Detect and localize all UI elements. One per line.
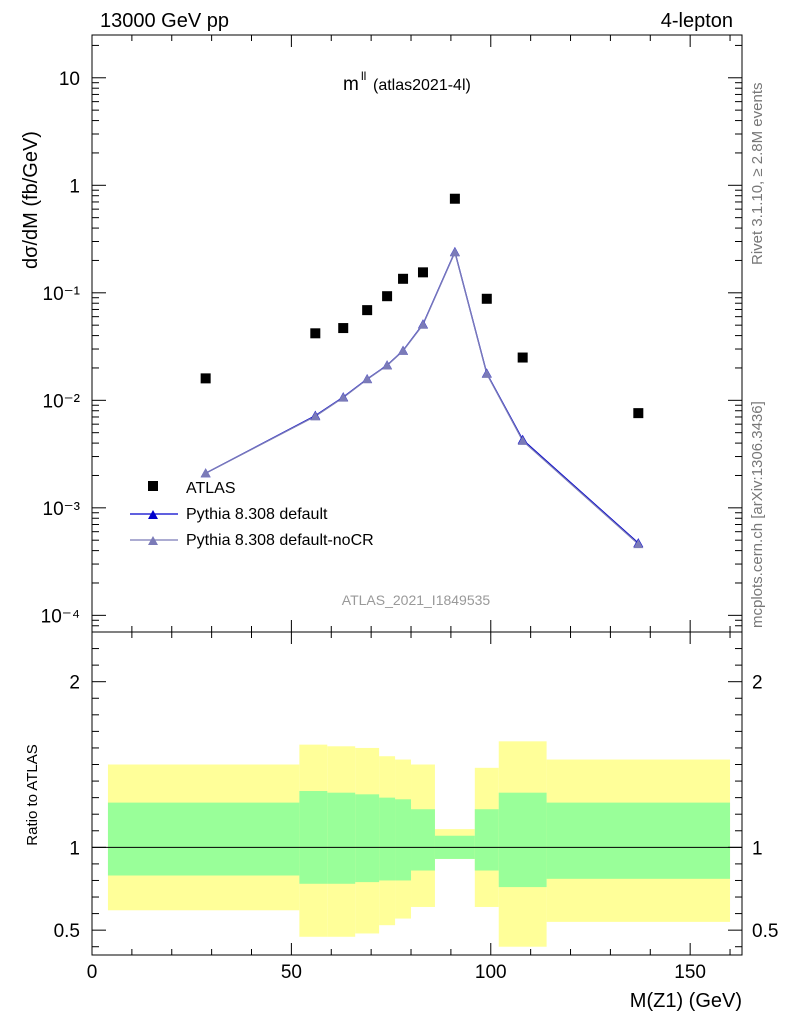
ratio-y-tick-label-left: 1 bbox=[69, 838, 80, 859]
ratio-inner-band bbox=[546, 802, 731, 879]
pythia-nocr-point bbox=[398, 345, 409, 355]
ratio-inner-band bbox=[474, 809, 499, 871]
atlas-data-point bbox=[382, 291, 393, 302]
main-axis-ticks: 10⁻⁴ 10⁻³ 10⁻² 10⁻¹ 1 10 bbox=[41, 35, 742, 633]
ratio-y-tick-label-left: 2 bbox=[69, 673, 80, 694]
atlas-data-point bbox=[310, 328, 321, 339]
legend: ATLAS Pythia 8.308 default Pythia 8.308 … bbox=[130, 480, 374, 549]
ratio-inner-band bbox=[411, 809, 435, 871]
header-channel-label: 4-lepton bbox=[661, 10, 733, 32]
series-line-2 bbox=[205, 250, 639, 545]
pythia-nocr-point bbox=[633, 539, 644, 549]
main-series-lines bbox=[205, 249, 639, 545]
pythia-nocr-point bbox=[362, 374, 373, 384]
pythia-nocr-point bbox=[517, 435, 528, 445]
ratio-y-tick-label-right: 0.5 bbox=[752, 921, 778, 942]
series-line-1 bbox=[205, 249, 639, 544]
header-energy-label: 13000 GeV pp bbox=[100, 10, 229, 32]
atlas-data-point bbox=[398, 273, 409, 284]
ratio-y-tick-label-left: 0.5 bbox=[54, 921, 80, 942]
ratio-inner-band bbox=[299, 791, 328, 884]
atlas-data-point bbox=[338, 323, 349, 334]
pythia-nocr-point bbox=[310, 411, 321, 421]
atlas-data-point bbox=[417, 267, 428, 278]
ratio-inner-band bbox=[379, 797, 396, 881]
rivet-version-label: Rivet 3.1.10, ≥ 2.8M events bbox=[749, 83, 766, 266]
atlas-data-point bbox=[517, 352, 528, 363]
pythia-nocr-point bbox=[338, 392, 349, 402]
main-y-tick-label: 1 bbox=[69, 176, 80, 197]
main-y-tick-label: 10⁻³ bbox=[43, 499, 81, 520]
atlas-data-point bbox=[449, 193, 460, 204]
ratio-inner-band bbox=[107, 802, 300, 876]
ratio-inner-band bbox=[327, 792, 356, 884]
ratio-plot-panel: 0 50 100 150 0.5 0.5 1 1 2 2 Ratio to ATLAS M(Z1)… bbox=[24, 631, 778, 1012]
atlas-data-point bbox=[200, 373, 211, 384]
main-y-tick-label: 10⁻¹ bbox=[43, 284, 81, 305]
ratio-inner-band bbox=[355, 794, 380, 883]
x-axis-label: M(Z1) (GeV) bbox=[630, 990, 742, 1012]
atlas-data-point bbox=[362, 305, 373, 316]
plot-title-main: m bbox=[343, 74, 359, 95]
ratio-y-tick-label-right: 2 bbox=[752, 673, 763, 694]
pythia-nocr-point bbox=[449, 247, 460, 257]
x-tick-label: 150 bbox=[674, 962, 706, 983]
main-y-tick-label: 10 bbox=[59, 69, 80, 90]
plot-title-subscript: (atlas2021-4l) bbox=[373, 77, 471, 94]
ratio-y-tick-label-right: 1 bbox=[752, 838, 763, 859]
legend-label-default: Pythia 8.308 default bbox=[186, 506, 328, 523]
legend-marker-default bbox=[148, 510, 158, 519]
x-tick-label: 100 bbox=[475, 962, 507, 983]
ratio-inner-band bbox=[395, 799, 412, 881]
main-series-markers bbox=[200, 193, 644, 549]
ratio-uncertainty-bands bbox=[107, 741, 731, 947]
pythia-nocr-point bbox=[481, 368, 492, 378]
mcplots-label: mcplots.cern.ch [arXiv:1306.3436] bbox=[749, 401, 766, 628]
plot-title-superscript: ll bbox=[361, 69, 366, 83]
atlas-data-point bbox=[633, 408, 644, 419]
ratio-y-axis-label: Ratio to ATLAS bbox=[24, 744, 41, 845]
main-y-tick-label: 10⁻² bbox=[43, 391, 81, 412]
x-tick-label: 0 bbox=[87, 962, 98, 983]
y-axis-label: dσ/dM (fb/GeV) bbox=[20, 131, 42, 269]
legend-label-atlas: ATLAS bbox=[186, 480, 236, 497]
ratio-inner-band bbox=[498, 792, 547, 888]
legend-label-nocr: Pythia 8.308 default-noCR bbox=[186, 532, 374, 549]
analysis-id-label: ATLAS_2021_I1849535 bbox=[342, 592, 491, 608]
legend-marker-nocr bbox=[148, 536, 158, 545]
pythia-nocr-point bbox=[382, 360, 393, 370]
main-y-tick-label: 10⁻⁴ bbox=[41, 606, 80, 627]
ratio-axis-ticks: 0 50 100 150 0.5 0.5 1 1 2 2 bbox=[54, 632, 778, 983]
pythia-nocr-point bbox=[417, 319, 428, 329]
atlas-data-point bbox=[481, 293, 492, 304]
ratio-plot-frame bbox=[91, 631, 743, 956]
pythia-nocr-point bbox=[200, 468, 211, 478]
x-tick-label: 50 bbox=[281, 962, 302, 983]
legend-marker-atlas bbox=[148, 481, 158, 491]
